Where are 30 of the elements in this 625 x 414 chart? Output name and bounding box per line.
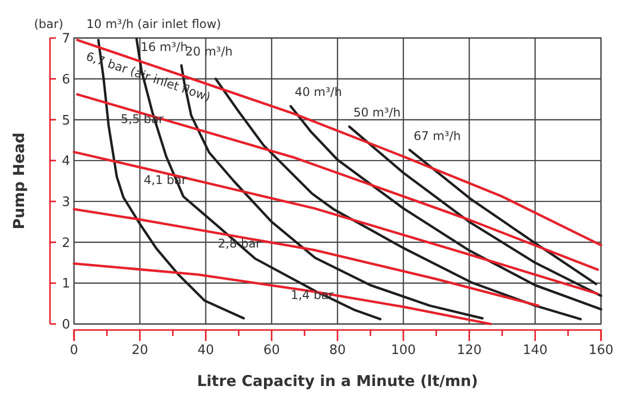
y-tick-label: 0 (62, 318, 70, 333)
y-tick-label: 3 (62, 194, 70, 210)
x-axis-title: Litre Capacity in a Minute (lt/mn) (196, 372, 478, 390)
x-tick-label: 60 (263, 343, 280, 358)
text: (bar) (34, 17, 64, 31)
line-series (72, 208, 540, 307)
x-tick-label: 140 (522, 343, 548, 358)
series-label: 50 m³/h (353, 106, 401, 120)
line-series (348, 125, 602, 298)
y-tick-label: 1 (62, 276, 70, 292)
series-label: 16 m³/h (140, 40, 188, 54)
y-tick-label: 5 (62, 113, 70, 128)
x-tick-label: 20 (132, 343, 148, 358)
y-tick-label: 2 (62, 236, 70, 251)
series-label: 1,4 bar (290, 288, 334, 302)
line-series (72, 262, 492, 326)
line-series (408, 148, 598, 286)
series-label: 67 m³/h (414, 128, 461, 143)
x-tick-label: 80 (329, 343, 346, 358)
series-label: 10 m³/h (air inlet flow) (86, 17, 222, 31)
line-series (290, 105, 602, 310)
y-tick-label: 4 (62, 154, 70, 170)
line-series (214, 78, 582, 320)
x-tick-label: 160 (588, 343, 614, 358)
y-tick-label: 6 (62, 72, 70, 88)
x-tick-label: 120 (456, 343, 482, 358)
y-tick-label: 7 (62, 32, 70, 47)
y-axis-title: Pump Head (10, 132, 28, 230)
x-tick-label: 100 (390, 343, 416, 358)
x-tick-label: 40 (197, 343, 214, 358)
